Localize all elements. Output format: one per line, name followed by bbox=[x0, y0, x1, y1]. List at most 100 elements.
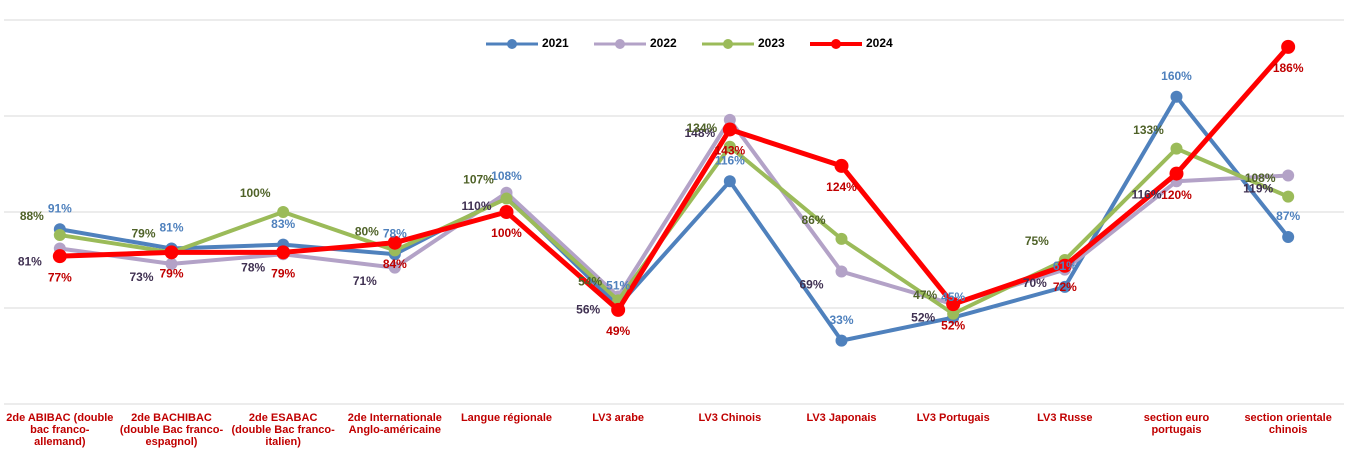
x-tick-label: Langue régionale bbox=[460, 412, 553, 424]
data-point bbox=[946, 297, 961, 312]
data-label: 110% bbox=[461, 199, 491, 213]
data-label: 52% bbox=[911, 310, 935, 324]
data-point bbox=[1169, 166, 1184, 181]
data-label: 133% bbox=[1133, 123, 1164, 137]
x-tick-label: 2de ABIBAC (double bac franco-allemand) bbox=[6, 412, 114, 448]
data-label: 83% bbox=[271, 217, 295, 231]
data-label: 81% bbox=[159, 221, 183, 235]
data-point bbox=[388, 261, 401, 274]
x-tick-label: LV3 Russe bbox=[1037, 412, 1093, 424]
data-point bbox=[835, 265, 848, 278]
legend-marker bbox=[831, 39, 841, 49]
data-label: 148% bbox=[684, 126, 715, 140]
series-line bbox=[59, 45, 1291, 313]
legend-label: 2023 bbox=[758, 36, 785, 50]
data-point bbox=[165, 257, 178, 270]
data-point bbox=[834, 158, 849, 173]
data-label: 186% bbox=[1273, 61, 1304, 75]
data-label: 143% bbox=[714, 144, 745, 158]
data-point bbox=[835, 334, 848, 347]
data-label: 54% bbox=[578, 274, 602, 288]
data-label: 49% bbox=[606, 324, 630, 338]
data-label: 81% bbox=[18, 255, 42, 269]
data-label: 73% bbox=[129, 270, 153, 284]
legend-marker bbox=[615, 39, 625, 49]
data-label: 116% bbox=[715, 153, 745, 167]
data-point bbox=[500, 192, 513, 205]
data-label: 78% bbox=[383, 226, 407, 240]
data-point bbox=[723, 113, 736, 126]
legend-label: 2022 bbox=[650, 36, 677, 50]
data-point bbox=[387, 235, 402, 250]
data-point bbox=[835, 232, 848, 245]
data-label: 160% bbox=[1161, 69, 1192, 83]
data-label: 108% bbox=[1245, 171, 1276, 185]
data-label: 77% bbox=[48, 270, 72, 284]
legend-marker bbox=[507, 39, 517, 49]
x-tick-label: section euro portugais bbox=[1143, 412, 1210, 436]
data-label: 79% bbox=[159, 266, 183, 280]
data-label: 86% bbox=[801, 213, 825, 227]
data-point bbox=[1282, 230, 1295, 243]
data-label: 79% bbox=[271, 266, 295, 280]
data-point bbox=[1170, 90, 1183, 103]
data-point bbox=[723, 140, 736, 153]
data-label: 100% bbox=[240, 186, 271, 200]
legend-item: 2021 bbox=[486, 36, 569, 50]
data-label: 75% bbox=[1025, 234, 1049, 248]
data-point bbox=[164, 245, 179, 260]
data-label: 91% bbox=[48, 201, 72, 215]
legend-item: 2024 bbox=[810, 36, 893, 50]
legend-item: 2023 bbox=[702, 36, 785, 50]
data-label: 84% bbox=[383, 257, 407, 271]
series-line bbox=[59, 117, 1289, 307]
data-point bbox=[53, 229, 66, 242]
legend-item: 2022 bbox=[594, 36, 677, 50]
data-point bbox=[52, 249, 67, 264]
data-point bbox=[1057, 258, 1072, 273]
data-point bbox=[1058, 280, 1071, 293]
x-tick-label: section orientale chinois bbox=[1244, 412, 1332, 436]
data-point bbox=[277, 206, 290, 218]
data-label: 51% bbox=[606, 278, 630, 292]
data-label: 69% bbox=[799, 278, 823, 292]
x-tick-label: LV3 Portugais bbox=[916, 412, 990, 424]
data-point bbox=[723, 175, 736, 188]
legend-label: 2024 bbox=[866, 36, 893, 50]
data-label: 56% bbox=[576, 303, 600, 317]
data-point bbox=[276, 245, 291, 260]
data-label: 87% bbox=[1276, 209, 1300, 223]
data-label: 116% bbox=[1131, 187, 1161, 201]
data-label: 72% bbox=[1053, 280, 1077, 294]
data-label: 124% bbox=[826, 180, 857, 194]
data-label: 52% bbox=[941, 318, 965, 332]
data-label: 79% bbox=[131, 226, 155, 240]
x-tick-label: LV3 arabe bbox=[592, 412, 645, 424]
data-point bbox=[499, 205, 514, 219]
data-point bbox=[1282, 190, 1295, 203]
data-label: 119% bbox=[1243, 182, 1273, 196]
data-label: 45% bbox=[941, 290, 965, 304]
legend-marker bbox=[723, 39, 733, 49]
data-label: 108% bbox=[491, 169, 522, 183]
data-label: 70% bbox=[1023, 276, 1047, 290]
legend-label: 2021 bbox=[542, 36, 569, 50]
data-label: 134% bbox=[686, 121, 717, 135]
data-label: 100% bbox=[491, 226, 522, 240]
data-label: 33% bbox=[829, 313, 853, 327]
data-label: 78% bbox=[241, 260, 265, 274]
data-point bbox=[1170, 142, 1183, 155]
x-tick-label: LV3 Japonais bbox=[806, 412, 877, 424]
x-tick-label: 2de BACHIBAC (double Bac franco-espagnol… bbox=[119, 412, 224, 448]
data-point bbox=[1282, 169, 1295, 182]
data-point bbox=[947, 307, 960, 320]
data-label: 47% bbox=[913, 288, 937, 302]
data-label: 107% bbox=[463, 173, 494, 187]
data-label: 61% bbox=[1053, 259, 1077, 273]
data-point bbox=[1281, 39, 1296, 54]
data-label: 120% bbox=[1161, 188, 1192, 202]
data-point bbox=[722, 122, 737, 137]
x-tick-label: 2de ESABAC (double Bac franco-italien) bbox=[231, 412, 335, 448]
